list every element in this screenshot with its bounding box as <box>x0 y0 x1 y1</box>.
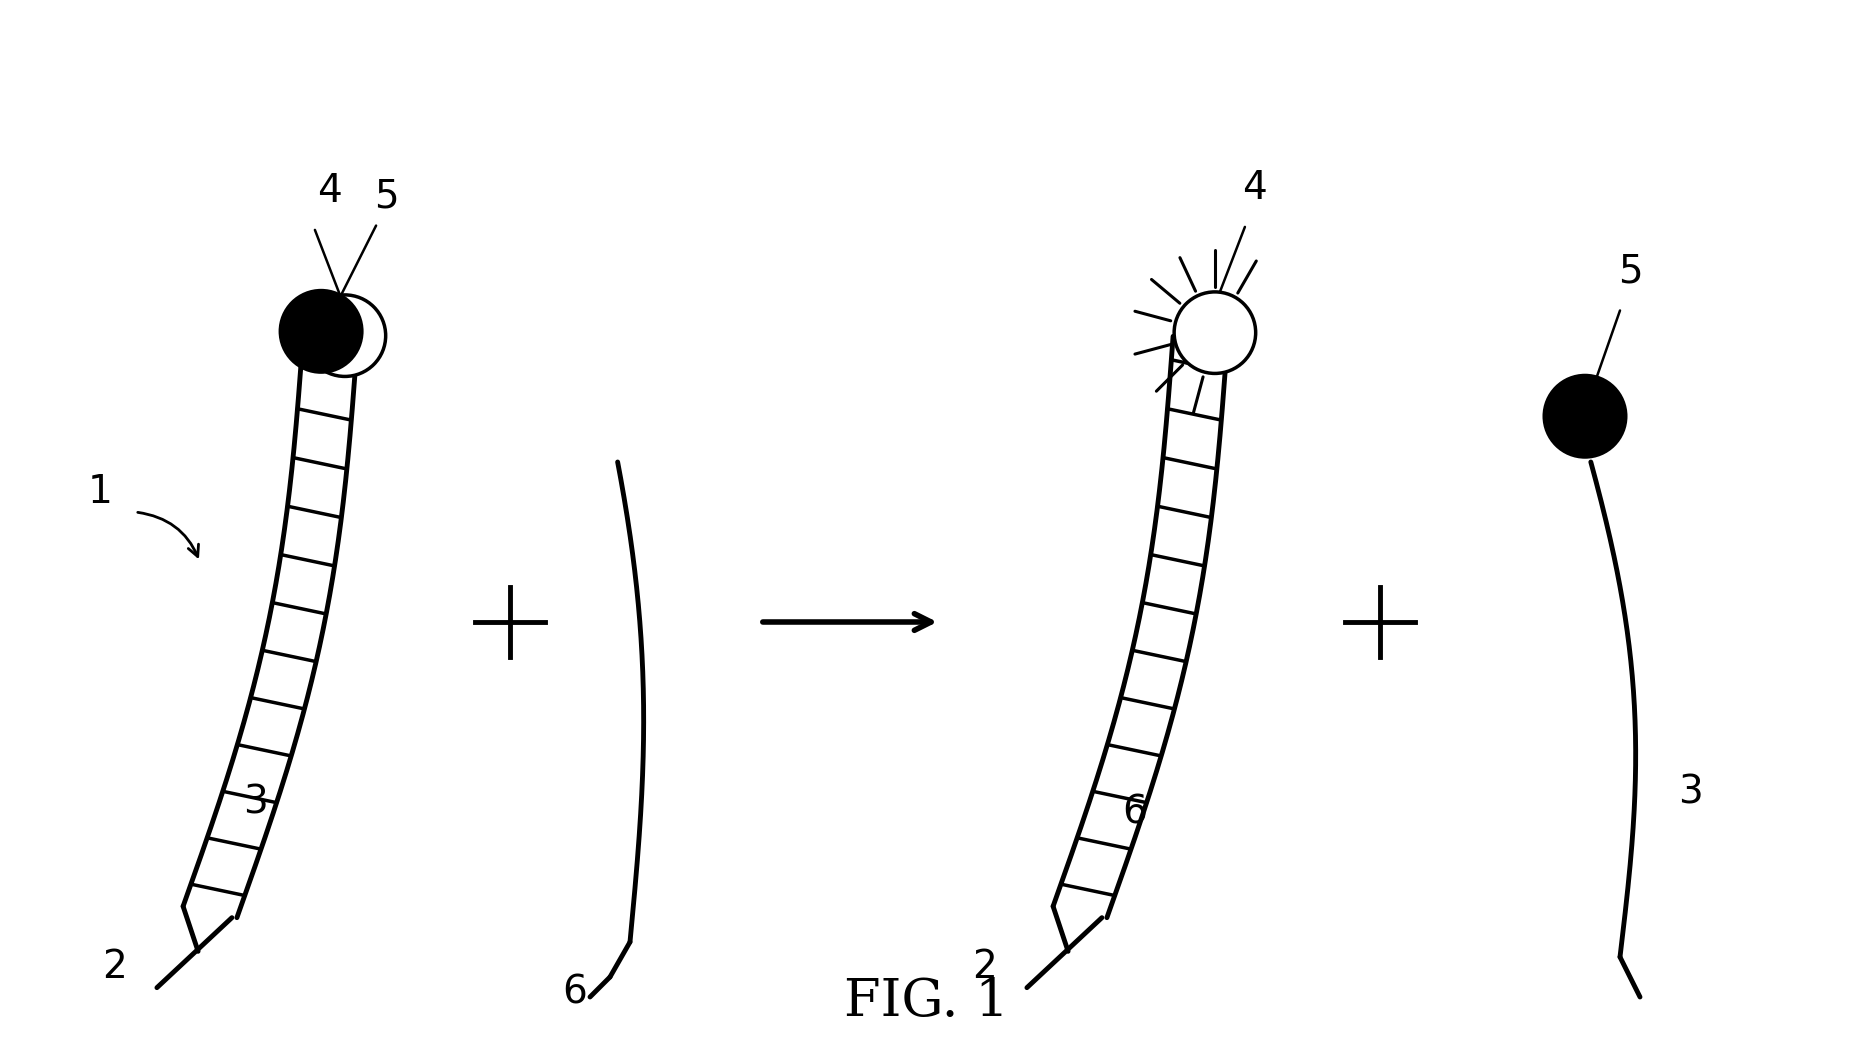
Text: 4: 4 <box>317 172 343 209</box>
Text: 2: 2 <box>102 948 128 986</box>
Circle shape <box>1175 292 1256 373</box>
Text: 1: 1 <box>87 473 113 511</box>
Text: 5: 5 <box>374 177 398 216</box>
Text: 6: 6 <box>1123 793 1147 832</box>
Circle shape <box>304 295 385 376</box>
Text: 2: 2 <box>973 948 997 986</box>
Text: 4: 4 <box>1243 169 1267 207</box>
Text: 3: 3 <box>243 783 267 821</box>
Text: 6: 6 <box>563 973 587 1011</box>
Text: 5: 5 <box>1618 252 1642 291</box>
Text: 3: 3 <box>1677 773 1703 811</box>
Text: FIG. 1: FIG. 1 <box>843 976 1008 1027</box>
Circle shape <box>280 291 361 372</box>
Circle shape <box>1544 375 1625 457</box>
